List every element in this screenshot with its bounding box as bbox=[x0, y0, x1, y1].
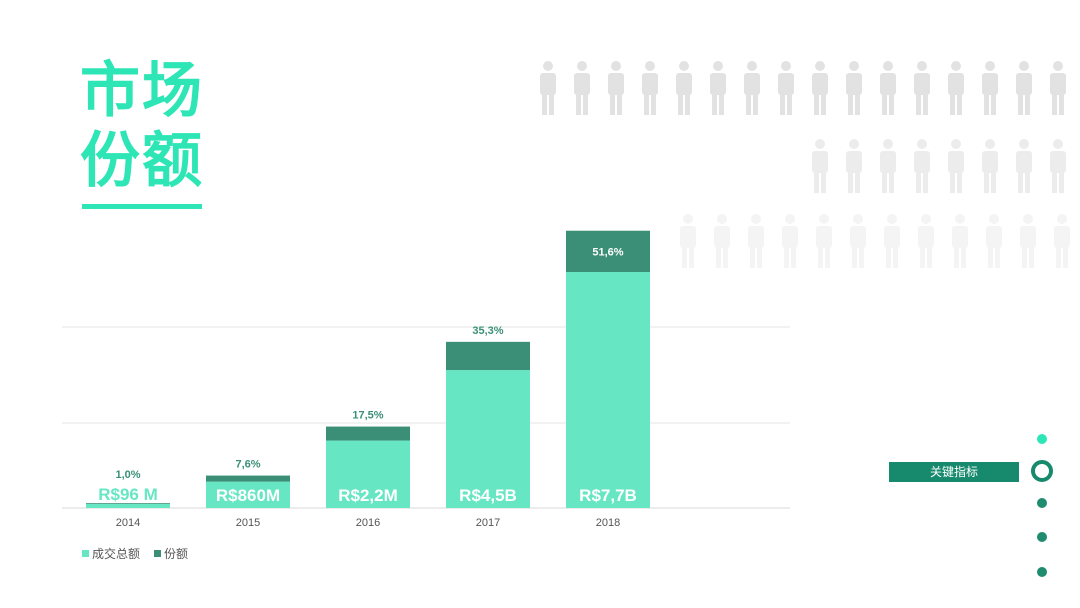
x-tick-label-2015: 2015 bbox=[236, 517, 260, 529]
share-label-2018: 51,6% bbox=[592, 246, 623, 258]
bar-total-2017 bbox=[446, 370, 530, 508]
bar-share-2018 bbox=[566, 230, 650, 272]
share-label-2014: 1,0% bbox=[115, 469, 140, 481]
chart-labels: R$96 M 1,0% 2014 R$860M 7,6% 2015 R$2,2M 17,5% 2… bbox=[98, 246, 637, 529]
title-line-1: 市场 bbox=[80, 56, 204, 126]
title-underline bbox=[82, 204, 202, 209]
legend-item-share: 份额 bbox=[154, 545, 188, 562]
share-label-2015: 7,6% bbox=[235, 459, 260, 471]
x-tick-label-2018: 2018 bbox=[596, 517, 620, 529]
total-label-2015: R$860M bbox=[216, 486, 280, 505]
nav-dot[interactable] bbox=[1037, 567, 1047, 577]
nav-dot-active[interactable] bbox=[1031, 460, 1053, 482]
chart-bars bbox=[86, 230, 650, 508]
bar-share-2017 bbox=[446, 341, 530, 371]
bar-share-2015 bbox=[206, 475, 290, 482]
nav-dot[interactable] bbox=[1037, 434, 1047, 444]
total-label-2016: R$2,2M bbox=[338, 486, 398, 505]
slide-title: 市场 份额 bbox=[80, 56, 204, 196]
legend-label-total: 成交总额 bbox=[92, 547, 141, 561]
legend-swatch-share bbox=[154, 550, 162, 557]
x-tick-label-2016: 2016 bbox=[356, 517, 380, 529]
x-tick-label-2014: 2014 bbox=[116, 517, 140, 529]
total-label-2017: R$4,5B bbox=[459, 486, 517, 505]
chart-legend: 成交总额 份额 bbox=[82, 545, 188, 562]
bar-total-2015 bbox=[206, 481, 290, 508]
title-line-2: 份额 bbox=[80, 126, 204, 196]
legend-swatch-total bbox=[82, 550, 89, 557]
bar-total-2016 bbox=[326, 440, 410, 508]
nav-dot[interactable] bbox=[1037, 532, 1047, 542]
chart-gridlines bbox=[62, 326, 790, 509]
key-indicators-tag[interactable]: 关键指标 bbox=[889, 462, 1019, 482]
bar-share-2016 bbox=[326, 426, 410, 441]
bar-share-2014 bbox=[86, 503, 170, 504]
share-label-2016: 17,5% bbox=[352, 410, 383, 422]
bar-total-2014 bbox=[86, 504, 170, 508]
bar-total-2018 bbox=[566, 272, 650, 508]
total-label-2018: R$7,7B bbox=[579, 486, 637, 505]
x-tick-label-2017: 2017 bbox=[476, 517, 500, 529]
legend-label-share: 份额 bbox=[164, 547, 189, 561]
nav-dot[interactable] bbox=[1037, 498, 1047, 508]
share-label-2017: 35,3% bbox=[472, 325, 503, 337]
legend-item-total: 成交总额 bbox=[82, 545, 140, 562]
total-label-2014: R$96 M bbox=[98, 485, 158, 504]
